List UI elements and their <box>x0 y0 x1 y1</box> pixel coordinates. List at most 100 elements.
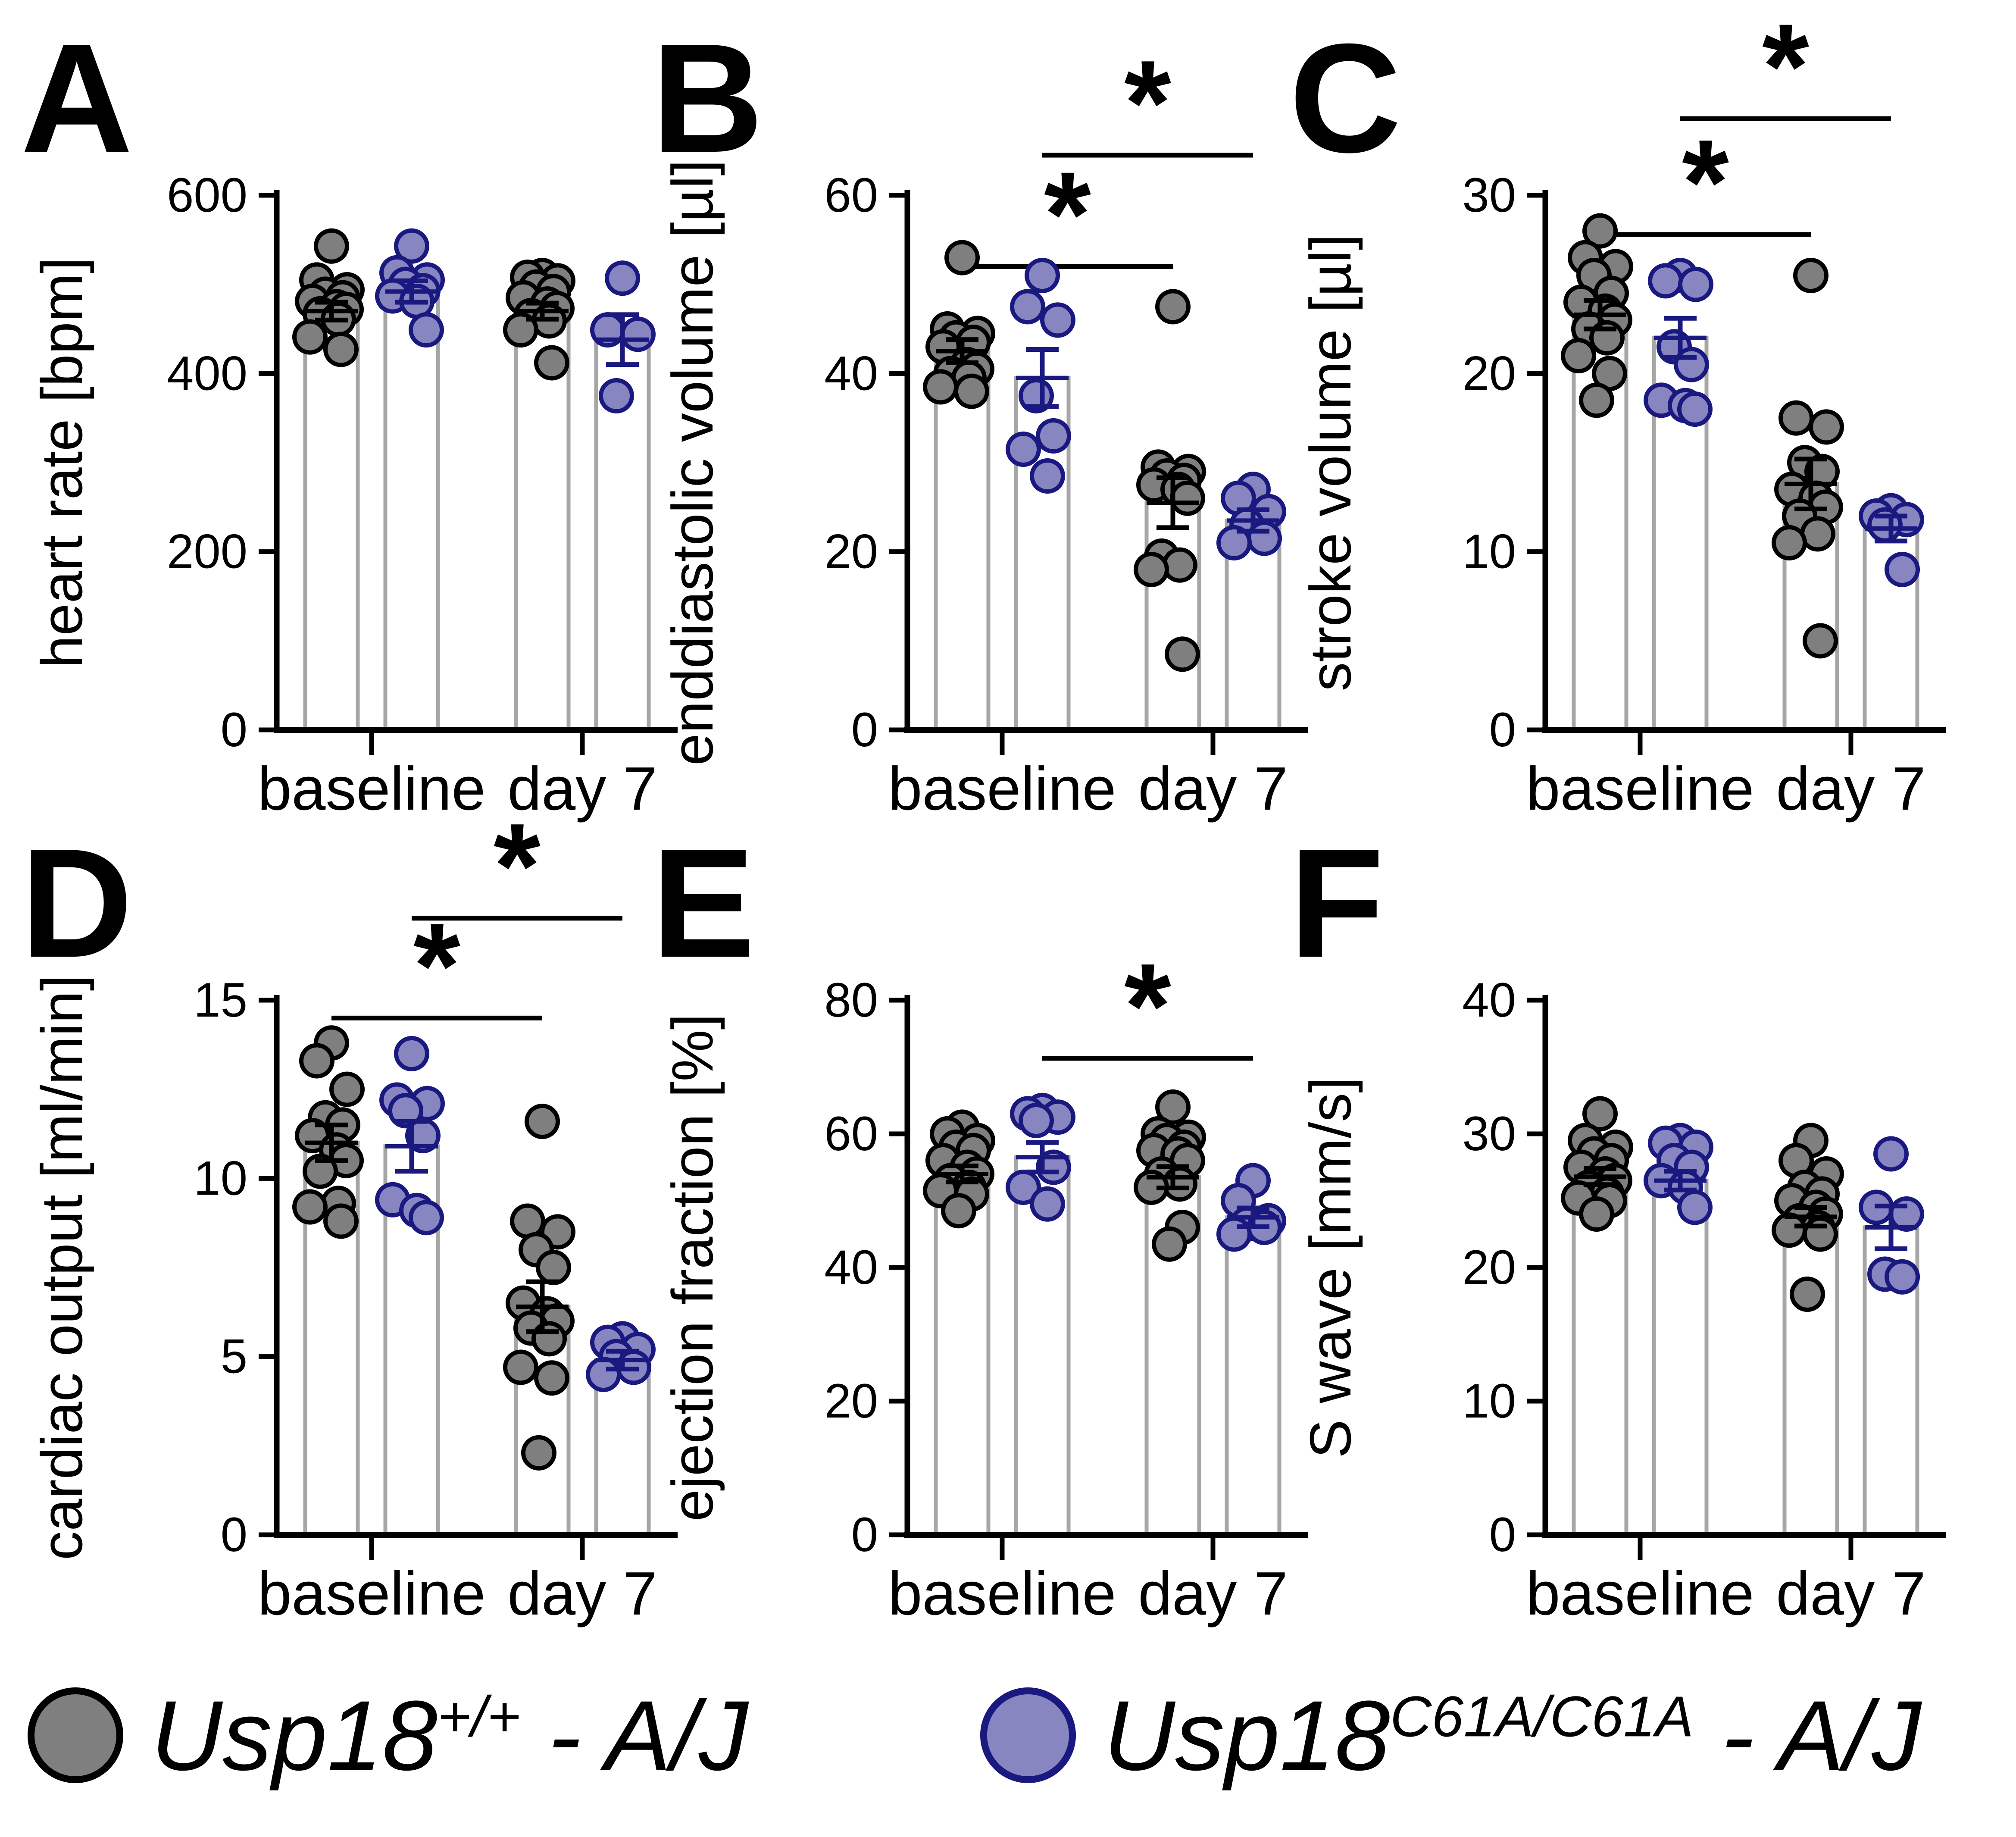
significance-star: * <box>1682 115 1729 250</box>
y-tick-label: 60 <box>824 168 878 222</box>
x-tick-label: day 7 <box>507 754 657 823</box>
data-point-wildtype <box>1772 525 1807 560</box>
data-point-mutant <box>1677 1189 1713 1225</box>
data-point-wildtype <box>1800 516 1835 552</box>
bar-wildtype-day7 <box>1144 501 1201 732</box>
data-point-mutant <box>1030 1186 1065 1222</box>
mutant-circle-icon <box>980 1687 1076 1783</box>
data-point-mutant <box>1873 1136 1909 1172</box>
strain-suffix: - A/J <box>520 1680 748 1791</box>
data-point-wildtype <box>1155 1089 1191 1125</box>
legend-label-wildtype: Usp18+/+ - A/J <box>151 1678 748 1793</box>
y-tick-label: 10 <box>1462 1374 1516 1428</box>
legend-label-mutant: Usp18C61A/C61A - A/J <box>1103 1678 1921 1793</box>
data-point-wildtype <box>521 1435 556 1471</box>
data-point-wildtype <box>1772 1212 1807 1248</box>
data-point-wildtype <box>1579 382 1614 418</box>
panel-letter: D <box>21 817 133 990</box>
data-point-mutant <box>1025 258 1060 293</box>
data-point-wildtype <box>525 1104 560 1139</box>
y-tick-label: 20 <box>824 525 878 579</box>
data-point-wildtype <box>292 1189 328 1225</box>
data-point-wildtype <box>1809 409 1844 445</box>
data-point-wildtype <box>941 1193 976 1229</box>
y-tick-label: 30 <box>1462 1107 1516 1161</box>
panel-F: F S wave [mm/s] 0 10 20 30 40 baseline day 7 <box>1269 805 2001 1736</box>
bar-mutant-day7 <box>1225 1215 1281 1537</box>
legend: Usp18+/+ - A/J Usp18C61A/C61A - A/J <box>0 1675 2016 1809</box>
data-point-mutant <box>1006 1170 1041 1205</box>
x-tick-label: day 7 <box>1776 1559 1925 1628</box>
bar-wildtype-baseline <box>934 1172 991 1537</box>
data-point-wildtype <box>944 240 980 275</box>
gene-name: Usp18 <box>151 1680 438 1791</box>
data-point-mutant <box>586 1357 621 1392</box>
data-point-mutant <box>605 260 640 296</box>
data-point-mutant <box>1036 418 1071 454</box>
panel-letter: E <box>651 817 755 990</box>
data-point-wildtype <box>923 369 958 405</box>
data-point-wildtype <box>1170 480 1205 516</box>
y-tick-label: 20 <box>1462 346 1516 400</box>
y-axis-label: cardiac output [ml/min] <box>29 975 94 1560</box>
data-point-wildtype <box>1790 1277 1825 1312</box>
x-tick-label: day 7 <box>1776 754 1925 823</box>
data-point-wildtype <box>323 1203 359 1239</box>
data-point-wildtype <box>323 332 359 367</box>
data-point-wildtype <box>1793 258 1828 293</box>
data-point-mutant <box>1040 302 1075 338</box>
panel-letter: C <box>1289 12 1401 185</box>
data-point-mutant <box>1036 1149 1071 1185</box>
data-point-mutant <box>1030 458 1065 494</box>
x-tick-label: baseline <box>1526 754 1754 823</box>
y-tick-label: 40 <box>1462 973 1516 1027</box>
bar-mutant-baseline <box>1652 1179 1709 1537</box>
y-tick-label: 15 <box>194 973 247 1027</box>
y-tick-label: 600 <box>167 168 247 222</box>
x-tick-label: baseline <box>1526 1559 1754 1628</box>
x-tick-label: day 7 <box>1138 1559 1288 1628</box>
data-point-wildtype <box>510 1203 545 1239</box>
bar-wildtype-baseline <box>934 349 991 732</box>
y-tick-label: 30 <box>1462 168 1516 222</box>
legend-item-usp18-c61a: Usp18C61A/C61A - A/J <box>976 1675 1921 1796</box>
y-tick-label: 10 <box>1462 525 1516 579</box>
data-point-mutant <box>1678 266 1713 302</box>
x-tick-label: day 7 <box>507 1559 657 1628</box>
x-tick-label: baseline <box>258 754 486 823</box>
data-point-mutant <box>1216 525 1252 560</box>
data-point-wildtype <box>1165 636 1200 672</box>
bar-wildtype-baseline <box>303 309 360 732</box>
data-point-mutant <box>409 1200 444 1236</box>
panel-letter: B <box>651 12 763 185</box>
data-point-mutant <box>1885 1259 1920 1295</box>
y-tick-label: 0 <box>851 703 878 757</box>
data-point-wildtype <box>1778 400 1814 436</box>
y-axis-label: enddiastolic volume [µl] <box>660 160 725 766</box>
y-tick-label: 200 <box>167 525 247 579</box>
data-point-wildtype <box>503 312 538 348</box>
y-tick-label: 10 <box>194 1151 247 1205</box>
y-tick-label: 0 <box>221 703 247 757</box>
y-axis-label: heart rate [bpm] <box>29 257 94 668</box>
data-point-mutant <box>1019 1103 1054 1138</box>
data-point-wildtype <box>1162 1166 1197 1202</box>
data-point-mutant <box>1006 432 1041 467</box>
y-tick-label: 60 <box>824 1107 878 1161</box>
data-point-mutant <box>1885 552 1920 587</box>
data-point-mutant <box>409 312 444 348</box>
data-point-mutant <box>394 228 429 264</box>
data-point-wildtype <box>314 228 349 264</box>
y-tick-label: 20 <box>824 1374 878 1428</box>
data-point-wildtype <box>299 1043 334 1079</box>
x-tick-label: baseline <box>888 754 1116 823</box>
y-tick-label: 0 <box>851 1508 878 1562</box>
bar-wildtype-day7 <box>1782 1214 1839 1537</box>
y-axis-label: stroke volume [µl] <box>1298 234 1363 692</box>
data-point-mutant <box>388 1093 423 1129</box>
y-tick-label: 20 <box>1462 1240 1516 1294</box>
